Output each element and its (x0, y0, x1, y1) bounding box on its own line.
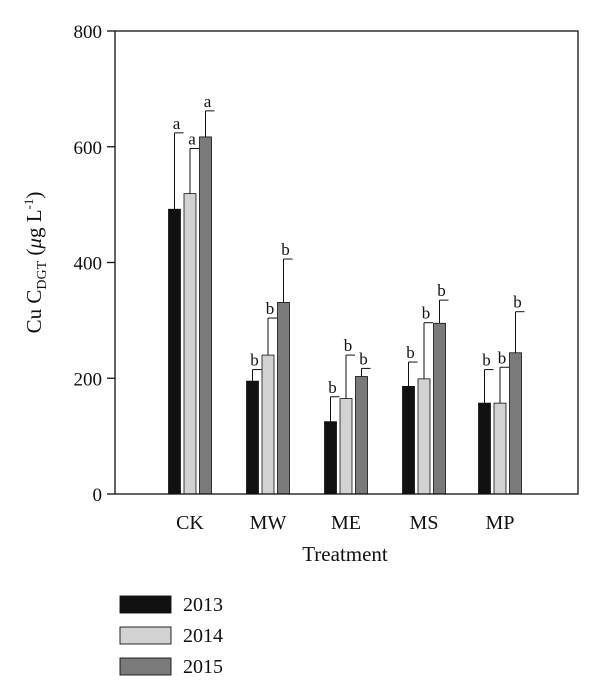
significance-letter: b (498, 348, 507, 367)
significance-letter: b (266, 299, 275, 318)
legend-swatch-2013 (119, 595, 172, 614)
bar-2013-CK (168, 208, 181, 495)
significance-letter: b (422, 304, 431, 323)
bar-2015-ME (355, 376, 368, 495)
y-axis-title-part: μ (22, 238, 46, 250)
y-axis-title: Cu CDGT (μg L-1) (21, 192, 50, 334)
x-axis-title: Treatment (302, 542, 388, 566)
x-tick-label: MS (410, 512, 439, 534)
y-tick-label: 600 (74, 138, 103, 159)
y-axis-title-part: g L (22, 209, 46, 238)
bar-2015-MW (277, 302, 290, 495)
significance-letter: b (250, 351, 259, 370)
y-axis-title-part: ( (22, 249, 46, 261)
bar-2013-ME (324, 421, 337, 495)
significance-letter: b (344, 336, 353, 355)
significance-letter: b (437, 281, 446, 300)
y-tick-label: 200 (74, 369, 103, 390)
bar-2013-MP (478, 402, 491, 495)
significance-letter: b (328, 378, 337, 397)
axes: 0 200 400 600 800 CK MW ME MS MP Treatment Cu CDGT … (21, 22, 579, 566)
significance-letter: a (173, 114, 181, 133)
y-tick-label: 400 (74, 254, 103, 275)
significance-letter: b (281, 240, 290, 259)
y-axis-title-part: ) (22, 192, 46, 199)
x-tick-label: MW (250, 512, 287, 534)
legend-label: 2015 (183, 656, 223, 678)
legend: 2013 2014 2015 (119, 594, 223, 678)
y-axis-title-part: -1 (21, 199, 36, 210)
y-tick-label: 800 (74, 22, 103, 43)
legend-label: 2014 (183, 625, 223, 647)
legend-swatch-2015 (119, 657, 172, 676)
x-tick-label: MP (486, 512, 515, 534)
significance-letter: a (188, 129, 196, 148)
legend-swatch-2014 (119, 626, 172, 645)
y-tick-label: 0 (93, 485, 103, 506)
significance-letter: a (204, 92, 212, 111)
bar-2013-MS (402, 385, 415, 495)
significance-letter: b (513, 293, 522, 312)
significance-letter: b (482, 351, 491, 370)
y-axis-title-part: DGT (35, 260, 50, 289)
bar-2015-CK (199, 136, 212, 495)
x-tick-label: ME (331, 512, 361, 534)
bar-2014-CK (183, 193, 197, 495)
significance-letter: b (359, 349, 368, 368)
bar-2015-MP (509, 352, 522, 495)
bar-2014-MW (261, 354, 275, 495)
bar-2014-ME (339, 398, 353, 495)
bar-2014-MP (493, 402, 507, 495)
y-axis-title-part: Cu C (22, 290, 46, 334)
significance-letter: b (406, 343, 415, 362)
bar-2014-MS (417, 378, 431, 495)
bar-2013-MW (246, 380, 259, 495)
bar-2015-MS (433, 322, 446, 495)
x-tick-label: CK (176, 512, 204, 534)
legend-label: 2013 (183, 594, 223, 616)
